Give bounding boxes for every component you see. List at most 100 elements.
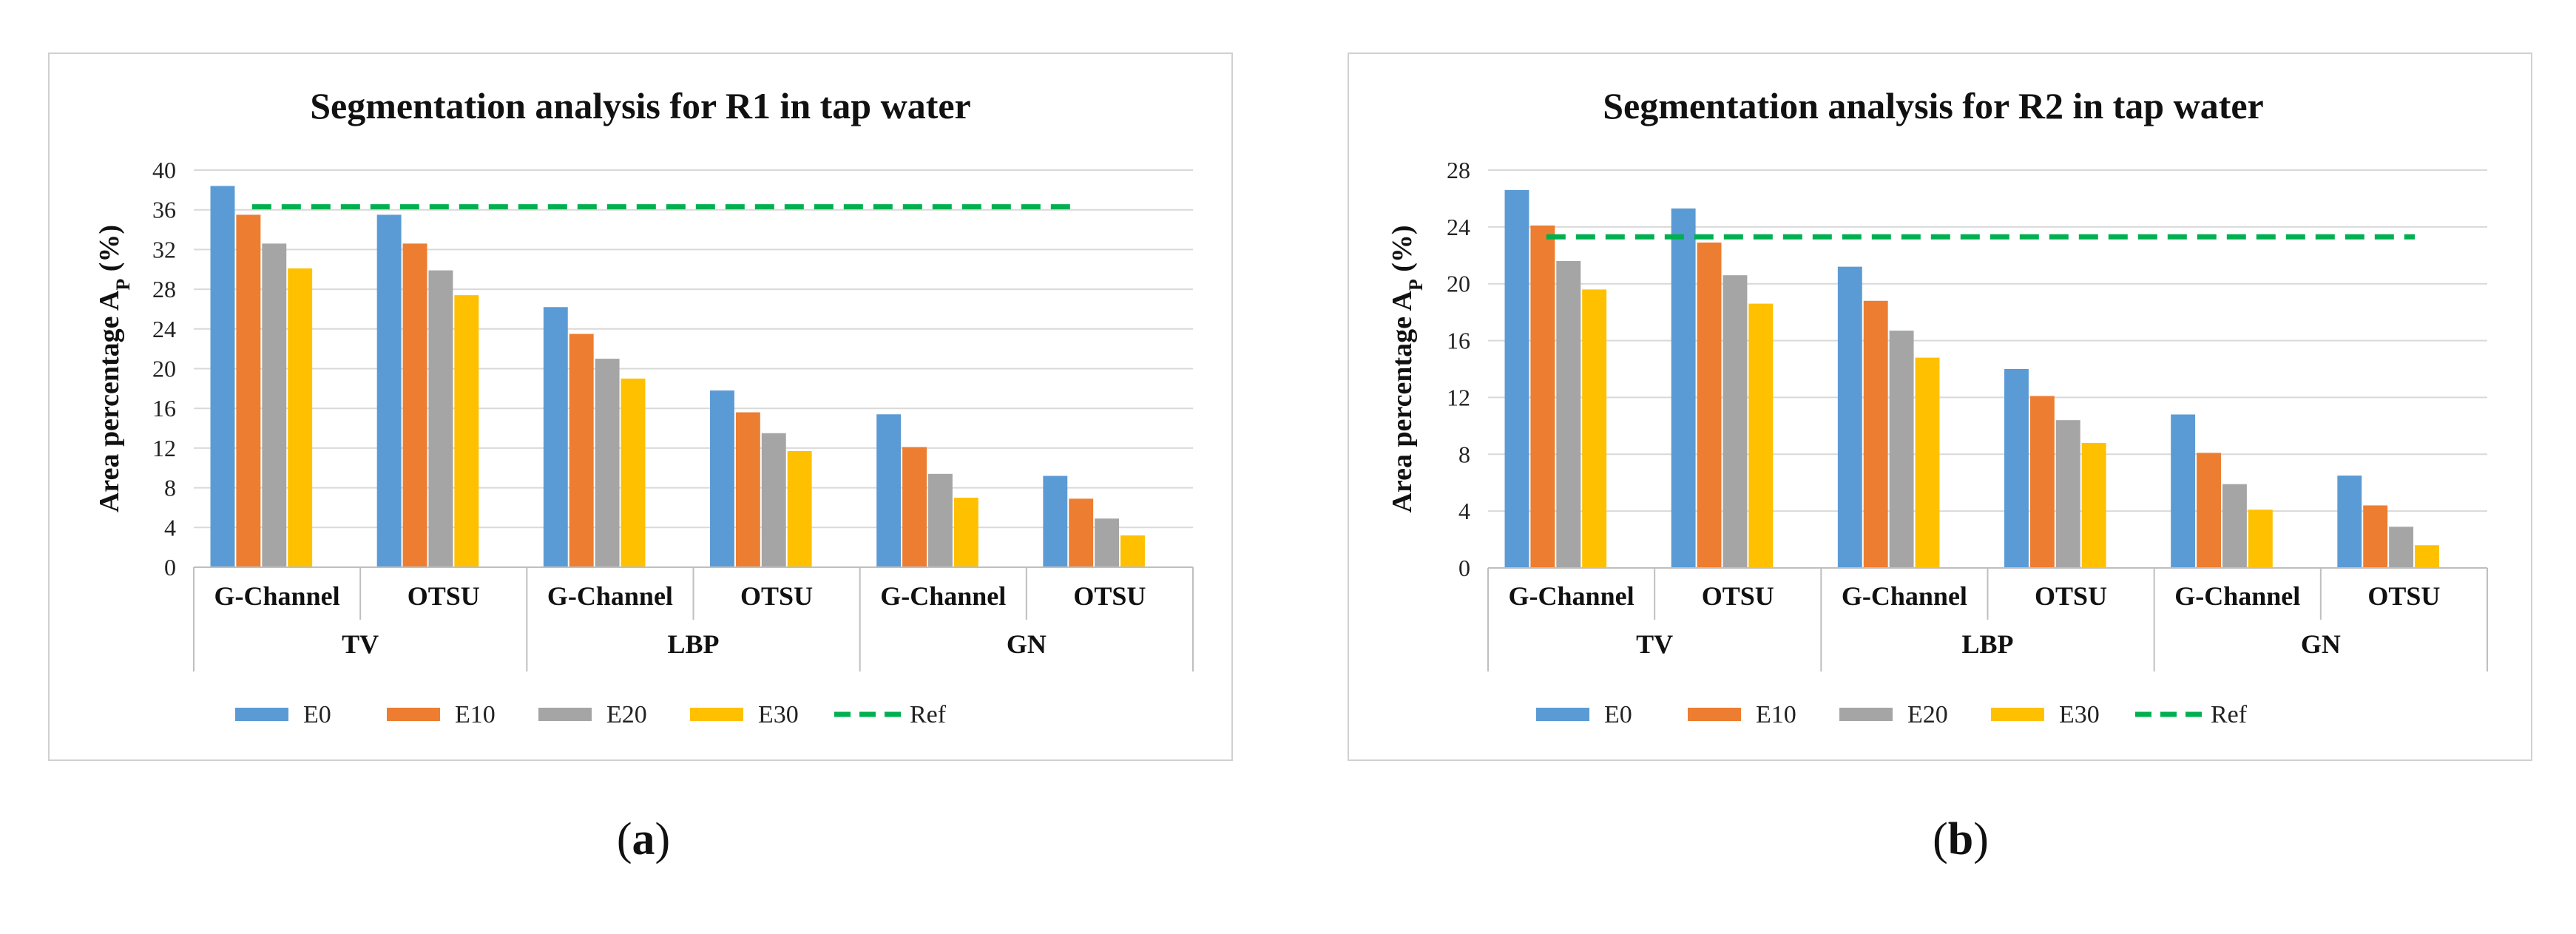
bar-b-e10 [1697, 242, 1722, 568]
x-category-label-b: OTSU [2367, 581, 2440, 611]
legend-label-a: E0 [303, 701, 331, 728]
bar-a-e0 [376, 214, 402, 567]
legend-swatch-b-e0 [1536, 708, 1589, 721]
legend-swatch-a-e10 [387, 708, 440, 721]
bar-b-e30 [2415, 545, 2439, 568]
x-group-label-b: LBP [1961, 629, 2013, 659]
bar-a-e30 [621, 378, 646, 567]
y-tick-label-b: 24 [1447, 214, 1470, 240]
bar-a-e0 [543, 307, 568, 567]
bar-a-e10 [1069, 498, 1094, 567]
legend-label-b: E0 [1604, 701, 1632, 728]
bar-b-e20 [2222, 484, 2247, 568]
bar-a-e30 [787, 450, 812, 567]
bar-a-e20 [927, 473, 953, 567]
caption-a: (a) [616, 814, 671, 864]
y-tick-label-b: 16 [1447, 328, 1470, 354]
caption-b: (b) [1933, 814, 1989, 864]
legend-label-b: Ref [2211, 701, 2248, 728]
bar-a-e0 [710, 390, 734, 567]
x-category-label-b: G-Channel [1509, 581, 1634, 611]
bar-b-e0 [1671, 208, 1696, 568]
x-group-label-a: LBP [667, 629, 719, 659]
legend-swatch-b-e10 [1688, 708, 1741, 721]
chart-title-b: Segmentation analysis for R2 in tap wate… [1603, 85, 2264, 126]
bar-a-e30 [953, 498, 978, 567]
chart-panel-b: Segmentation analysis for R2 in tap wate… [1288, 0, 2575, 934]
bar-a-e20 [1095, 518, 1120, 567]
x-category-label-a: OTSU [1073, 581, 1146, 611]
x-group-label-b: TV [1636, 629, 1673, 659]
y-tick-label-b: 8 [1458, 441, 1470, 467]
chart-b-svg: Segmentation analysis for R2 in tap wate… [1348, 53, 2532, 761]
x-category-label-a: OTSU [408, 581, 480, 611]
legend-label-b: E30 [2059, 701, 2100, 728]
bar-b-e0 [1504, 189, 1529, 568]
x-category-label-b: OTSU [1702, 581, 1774, 611]
bar-b-e0 [2004, 369, 2029, 568]
bar-b-e0 [2171, 414, 2196, 568]
y-axis-label-main-a: Area percentage A [94, 290, 125, 512]
y-axis-label-b: Area percentage AP (%) [1387, 225, 1427, 512]
y-tick-label-a: 16 [152, 395, 176, 422]
bar-a-e0 [876, 414, 902, 567]
y-axis-label-sub-a: P [112, 279, 134, 291]
y-tick-label-a: 20 [152, 356, 176, 382]
x-group-label-a: GN [1007, 629, 1047, 659]
caption-a-letter: a [632, 814, 655, 864]
chart-title-a: Segmentation analysis for R1 in tap wate… [310, 85, 971, 126]
bar-b-e10 [2029, 396, 2055, 568]
bar-b-e10 [1863, 300, 1888, 568]
legend-swatch-b-e20 [1839, 708, 1893, 721]
chart-a-svg: Segmentation analysis for R1 in tap wate… [48, 53, 1233, 761]
legend-label-a: E30 [758, 701, 799, 728]
bar-b-e20 [2055, 420, 2080, 568]
bar-b-e10 [2363, 505, 2388, 568]
bar-b-e30 [1748, 303, 1774, 568]
bar-b-e30 [1582, 289, 1607, 568]
bar-b-e20 [1889, 331, 1914, 568]
x-group-label-b: GN [2301, 629, 2341, 659]
bar-b-e20 [1723, 275, 1748, 568]
x-category-label-a: G-Channel [547, 581, 673, 611]
legend-label-a: E20 [606, 701, 647, 728]
legend-swatch-b-e30 [1991, 708, 2044, 721]
bar-a-e10 [569, 334, 594, 567]
caption-b-letter: b [1947, 814, 1974, 864]
x-group-label-a: TV [342, 629, 379, 659]
y-tick-label-a: 8 [164, 475, 176, 501]
y-axis-label-sub-b: P [1405, 279, 1427, 291]
x-category-label-b: OTSU [2035, 581, 2107, 611]
legend-swatch-a-e30 [690, 708, 743, 721]
y-tick-label-a: 24 [152, 316, 176, 342]
legend-label-a: Ref [910, 701, 947, 728]
y-tick-label-b: 28 [1447, 157, 1470, 183]
bar-a-e0 [210, 186, 235, 568]
legend-label-b: E10 [1756, 701, 1796, 728]
y-tick-label-a: 28 [152, 276, 176, 302]
legend-label-b: E20 [1907, 701, 1948, 728]
x-category-label-b: G-Channel [1842, 581, 1967, 611]
bar-a-e10 [402, 243, 427, 567]
y-tick-label-a: 40 [152, 157, 176, 183]
bar-a-e10 [902, 447, 927, 567]
bar-a-e20 [428, 270, 453, 567]
bar-b-e0 [2337, 476, 2362, 568]
y-tick-label-a: 12 [152, 435, 176, 461]
bar-a-e0 [1043, 476, 1068, 567]
x-category-label-a: OTSU [740, 581, 813, 611]
bar-a-e10 [236, 214, 261, 567]
legend-swatch-a-e0 [235, 708, 288, 721]
bar-a-e10 [735, 412, 760, 567]
bar-b-e30 [2248, 510, 2273, 568]
y-tick-label-a: 36 [152, 197, 176, 223]
bar-a-e20 [595, 359, 620, 567]
y-tick-label-b: 4 [1458, 498, 1470, 524]
bar-b-e30 [2081, 442, 2106, 568]
y-axis-label-a: Area percentage AP (%) [94, 225, 134, 512]
y-tick-label-b: 0 [1458, 555, 1470, 581]
chart-panel-a: Segmentation analysis for R1 in tap wate… [48, 53, 1233, 864]
y-axis-label-unit-b: (%) [1387, 225, 1418, 279]
bar-b-e20 [1556, 260, 1581, 568]
y-tick-label-b: 20 [1447, 271, 1470, 297]
